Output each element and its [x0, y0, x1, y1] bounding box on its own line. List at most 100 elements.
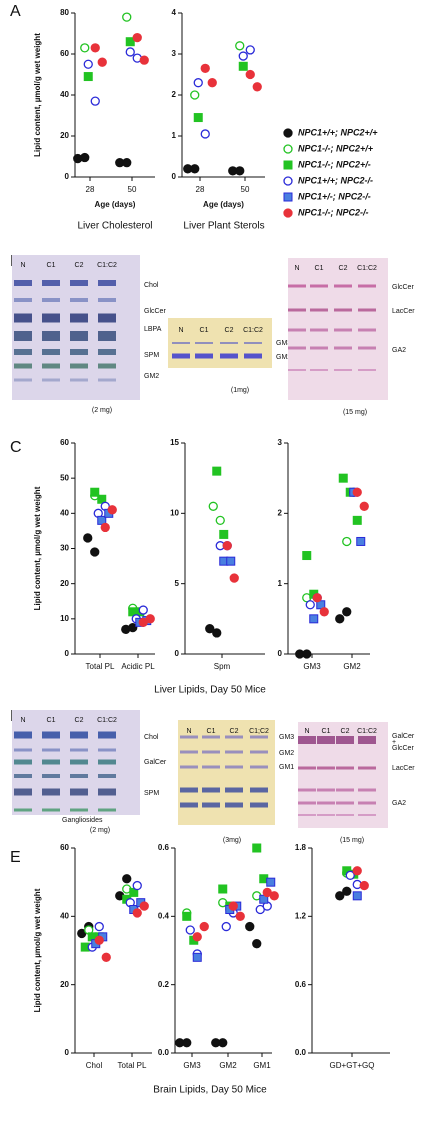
gel-band: [317, 801, 335, 805]
x-tick-label: 50: [241, 185, 250, 194]
gel-band: [42, 349, 60, 355]
data-point: [185, 925, 195, 935]
y-tick-label: 5: [175, 579, 180, 588]
y-axis-title: Lipid content, µmol/g wet weight: [33, 486, 42, 610]
load-label: (2 mg): [90, 827, 110, 834]
y-tick-label: 20: [60, 579, 69, 588]
data-point: [228, 901, 238, 911]
data-point: [90, 487, 100, 497]
data-point: [342, 607, 352, 617]
gel-band: [98, 298, 116, 302]
gel-band: [98, 331, 116, 341]
gel-band: [98, 731, 116, 739]
gel-band: [225, 787, 243, 793]
lane-label: C1: [47, 262, 56, 269]
gel-band: [42, 774, 60, 778]
gel-band: [180, 750, 198, 754]
gel-band: [42, 748, 60, 752]
gel-band: [288, 328, 306, 332]
data-point: [252, 843, 262, 853]
y-tick-label: 0: [278, 649, 283, 658]
gel-band: [358, 766, 376, 770]
y-tick-label: 1.8: [295, 843, 307, 852]
data-point: [305, 600, 315, 610]
y-tick-label: 10: [170, 508, 179, 517]
y-tick-label: 10: [60, 614, 69, 623]
legend-marker: [283, 128, 293, 138]
data-point: [238, 61, 248, 71]
data-point: [90, 43, 100, 53]
x-tick-label: Chol: [86, 1061, 103, 1070]
data-point: [345, 870, 355, 880]
lane-label: C2: [225, 327, 234, 334]
legend-label: NPC1+/+; NPC2+/+: [298, 127, 378, 137]
data-point: [107, 505, 117, 515]
data-point: [342, 536, 352, 547]
load-label: (1mg): [231, 387, 249, 394]
gel-band: [225, 802, 243, 808]
y-tick-label: 40: [60, 90, 69, 99]
lane-label: C1:C2: [97, 717, 117, 724]
gel-band: [336, 766, 354, 770]
x-tick-label: 28: [86, 185, 95, 194]
gel-band: [98, 808, 116, 812]
y-tick-label: 15: [170, 438, 179, 447]
data-point: [100, 522, 110, 533]
data-point: [352, 866, 362, 876]
x-tick-label: GM2: [219, 1061, 237, 1070]
gel-band: [358, 788, 376, 792]
lane-label: C1: [47, 717, 56, 724]
data-point: [245, 921, 255, 932]
gel-image: [12, 255, 140, 400]
y-tick-label: 20: [60, 131, 69, 140]
data-point: [235, 41, 245, 51]
gel-band: [288, 369, 306, 371]
x-tick-label: GM1: [253, 1061, 271, 1070]
data-point: [229, 573, 239, 583]
data-point: [245, 45, 255, 55]
gel-band: [14, 298, 32, 302]
lane-label: N: [178, 327, 183, 334]
gel-band: [42, 378, 60, 382]
gel-band: [298, 766, 316, 770]
gel-band: [244, 353, 262, 359]
data-point: [200, 129, 210, 139]
data-point: [269, 891, 279, 901]
gel-band: [98, 349, 116, 355]
lane-label: C1;C2: [249, 728, 269, 735]
band-label: GlcCer: [144, 308, 166, 315]
gel-band: [358, 369, 376, 371]
lane-label: C1:C2: [357, 728, 377, 735]
lane-label: N: [20, 262, 25, 269]
band-label: Chol: [144, 282, 159, 289]
gel-band: [172, 342, 190, 344]
data-point: [83, 72, 93, 82]
data-point: [235, 911, 245, 921]
gel-band: [98, 774, 116, 778]
y-tick-label: 50: [60, 473, 69, 482]
data-point: [139, 901, 149, 911]
band-label: SPM: [144, 352, 159, 359]
data-point: [190, 164, 200, 174]
gel-band: [358, 736, 376, 744]
gel-band: [42, 331, 60, 341]
data-point: [235, 166, 245, 176]
gel-band: [14, 774, 32, 778]
x-tick-label: 28: [196, 185, 205, 194]
gel-band: [250, 802, 268, 808]
gel-band: [288, 346, 306, 350]
band-label: SPM: [144, 790, 159, 797]
y-tick-label: 2: [172, 90, 177, 99]
gel-band: [317, 814, 335, 816]
x-axis-title: Age (days): [203, 200, 244, 209]
gel-band: [180, 802, 198, 808]
data-point: [221, 921, 231, 932]
gel-band: [202, 735, 220, 739]
data-point: [359, 501, 369, 511]
data-point: [132, 908, 142, 918]
data-point: [97, 57, 107, 67]
data-point: [145, 614, 155, 624]
data-point: [125, 37, 135, 47]
y-tick-label: 30: [60, 544, 69, 553]
